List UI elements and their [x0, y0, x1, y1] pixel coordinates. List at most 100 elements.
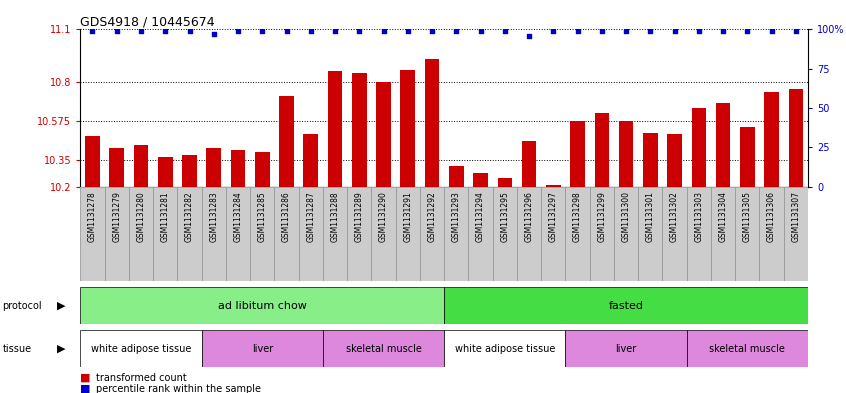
- Bar: [687, 330, 808, 367]
- Bar: [420, 187, 444, 281]
- Text: GSM1131302: GSM1131302: [670, 191, 679, 242]
- Text: GSM1131296: GSM1131296: [525, 191, 534, 242]
- Point: [692, 28, 706, 34]
- Point: [547, 28, 560, 34]
- Bar: [760, 187, 783, 281]
- Bar: [80, 287, 444, 324]
- Text: GSM1131306: GSM1131306: [767, 191, 776, 242]
- Point: [474, 28, 487, 34]
- Bar: [546, 185, 561, 187]
- Bar: [497, 178, 512, 187]
- Bar: [595, 113, 609, 187]
- Text: percentile rank within the sample: percentile rank within the sample: [96, 384, 261, 393]
- Point: [255, 28, 269, 34]
- Text: transformed count: transformed count: [96, 373, 186, 383]
- Text: fasted: fasted: [608, 301, 644, 310]
- Point: [401, 28, 415, 34]
- Point: [304, 28, 317, 34]
- Bar: [517, 187, 541, 281]
- Bar: [541, 187, 565, 281]
- Bar: [687, 187, 711, 281]
- Bar: [299, 187, 323, 281]
- Point: [789, 28, 803, 34]
- Point: [498, 28, 512, 34]
- Bar: [376, 82, 391, 187]
- Text: tissue: tissue: [3, 344, 31, 354]
- Bar: [250, 187, 274, 281]
- Text: skeletal muscle: skeletal muscle: [709, 344, 785, 354]
- Text: GSM1131293: GSM1131293: [452, 191, 461, 242]
- Text: ▶: ▶: [57, 301, 65, 310]
- Bar: [691, 108, 706, 187]
- Bar: [371, 187, 396, 281]
- Bar: [735, 187, 760, 281]
- Text: GSM1131300: GSM1131300: [622, 191, 630, 242]
- Text: GSM1131292: GSM1131292: [427, 191, 437, 242]
- Bar: [109, 148, 124, 187]
- Text: GSM1131289: GSM1131289: [354, 191, 364, 242]
- Bar: [304, 134, 318, 187]
- Bar: [134, 145, 148, 187]
- Text: protocol: protocol: [3, 301, 42, 310]
- Bar: [85, 136, 100, 187]
- Text: GSM1131299: GSM1131299: [597, 191, 607, 242]
- Text: white adipose tissue: white adipose tissue: [454, 344, 555, 354]
- Bar: [667, 134, 682, 187]
- Point: [207, 31, 221, 37]
- Point: [110, 28, 124, 34]
- Text: liver: liver: [251, 344, 273, 354]
- Text: GSM1131305: GSM1131305: [743, 191, 752, 242]
- Text: GSM1131282: GSM1131282: [185, 191, 194, 242]
- Point: [644, 28, 657, 34]
- Bar: [129, 187, 153, 281]
- Bar: [201, 330, 323, 367]
- Point: [135, 28, 148, 34]
- Bar: [711, 187, 735, 281]
- Text: GSM1131288: GSM1131288: [331, 191, 339, 242]
- Bar: [449, 166, 464, 187]
- Text: GSM1131281: GSM1131281: [161, 191, 170, 242]
- Bar: [255, 152, 270, 187]
- Bar: [226, 187, 250, 281]
- Text: skeletal muscle: skeletal muscle: [345, 344, 421, 354]
- Bar: [182, 155, 197, 187]
- Text: GSM1131285: GSM1131285: [258, 191, 266, 242]
- Text: GSM1131298: GSM1131298: [573, 191, 582, 242]
- Bar: [231, 150, 245, 187]
- Point: [717, 28, 730, 34]
- Point: [183, 28, 196, 34]
- Bar: [444, 187, 469, 281]
- Point: [667, 28, 681, 34]
- Text: ad libitum chow: ad libitum chow: [217, 301, 307, 310]
- Bar: [570, 121, 585, 187]
- Point: [449, 28, 463, 34]
- Bar: [105, 187, 129, 281]
- Text: white adipose tissue: white adipose tissue: [91, 344, 191, 354]
- Bar: [80, 330, 201, 367]
- Point: [522, 33, 536, 39]
- Bar: [638, 187, 662, 281]
- Point: [740, 28, 754, 34]
- Point: [85, 28, 99, 34]
- Bar: [764, 92, 779, 187]
- Bar: [323, 187, 347, 281]
- Text: liver: liver: [615, 344, 637, 354]
- Bar: [492, 187, 517, 281]
- Bar: [783, 187, 808, 281]
- Text: GSM1131286: GSM1131286: [282, 191, 291, 242]
- Bar: [400, 70, 415, 187]
- Bar: [614, 187, 638, 281]
- Point: [231, 28, 244, 34]
- Text: GSM1131280: GSM1131280: [136, 191, 146, 242]
- Bar: [425, 59, 439, 187]
- Point: [328, 28, 342, 34]
- Text: GSM1131295: GSM1131295: [500, 191, 509, 242]
- Bar: [323, 330, 444, 367]
- Bar: [444, 287, 808, 324]
- Bar: [153, 187, 178, 281]
- Bar: [522, 141, 536, 187]
- Bar: [279, 96, 294, 187]
- Bar: [643, 133, 657, 187]
- Text: GSM1131303: GSM1131303: [695, 191, 703, 242]
- Bar: [565, 187, 590, 281]
